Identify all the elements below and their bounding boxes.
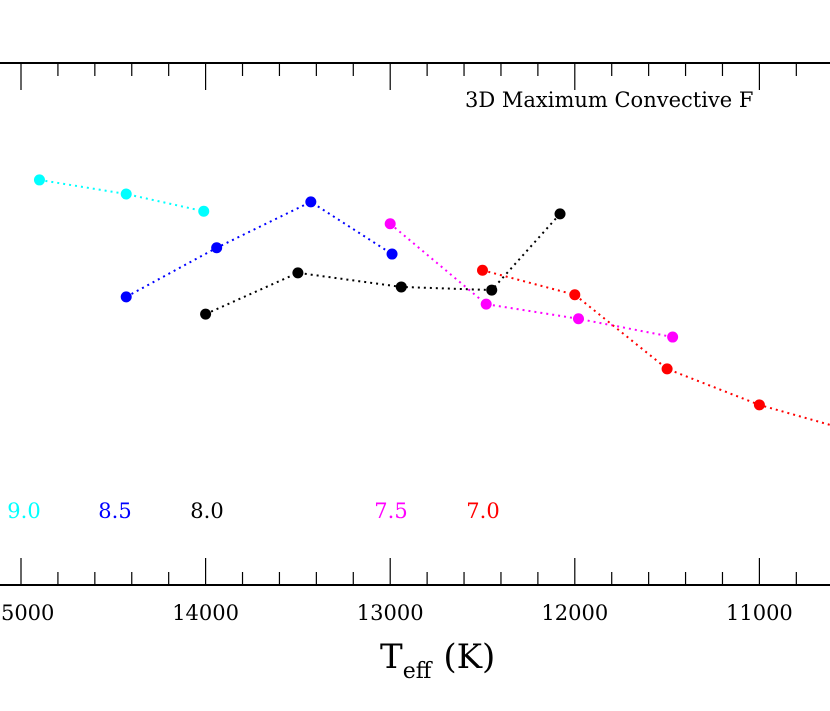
x-tick-label: 14000: [172, 601, 239, 625]
series-7.5: [384, 218, 679, 343]
x-axis-label: Teff (K): [380, 637, 495, 684]
data-point: [569, 289, 581, 301]
series-9.0: [33, 174, 210, 217]
series-label: 7.0: [466, 499, 499, 523]
data-point: [554, 208, 566, 220]
chart-title: 3D Maximum Convective F: [465, 88, 753, 112]
x-tick-label: 11000: [726, 601, 793, 625]
data-point: [33, 174, 45, 186]
x-axis-label-main: T: [380, 637, 403, 677]
x-axis-label-unit: (K): [443, 637, 495, 677]
data-point: [477, 264, 488, 276]
series-label: 8.5: [98, 499, 131, 523]
x-axis-label-sub: eff: [403, 659, 433, 684]
data-point: [661, 363, 673, 375]
series-8.0: [200, 208, 566, 320]
data-point: [572, 313, 584, 325]
series-layer: [33, 174, 830, 426]
series-8.5: [120, 196, 398, 303]
x-tick-label: 13000: [357, 601, 424, 625]
series-label: 8.0: [190, 499, 223, 523]
x-tick-label: 12000: [541, 601, 608, 625]
data-point: [120, 291, 132, 303]
data-point: [384, 218, 396, 230]
data-point: [292, 267, 304, 279]
series-line: [389, 223, 673, 339]
series-7.0: [477, 264, 830, 426]
data-point: [753, 399, 765, 411]
data-point: [211, 242, 223, 254]
data-point: [667, 331, 679, 343]
series-line: [205, 213, 561, 315]
data-point: [120, 188, 132, 200]
data-point: [480, 298, 492, 310]
series-label: 7.5: [374, 499, 407, 523]
data-point: [198, 205, 210, 217]
series-label: 9.0: [7, 499, 40, 523]
series-labels: 9.0 8.5 8.0 7.5 7.0: [7, 499, 499, 523]
series-line: [125, 200, 393, 298]
axes: [0, 62, 830, 586]
data-point: [395, 281, 407, 293]
data-point: [305, 196, 317, 208]
series-line: [482, 269, 830, 426]
data-point: [200, 308, 212, 320]
x-tick-label: 15000: [0, 601, 54, 625]
data-point: [386, 248, 398, 260]
x-tick-labels: 15000 14000 13000 12000 11000: [0, 601, 793, 625]
data-point: [486, 284, 498, 296]
